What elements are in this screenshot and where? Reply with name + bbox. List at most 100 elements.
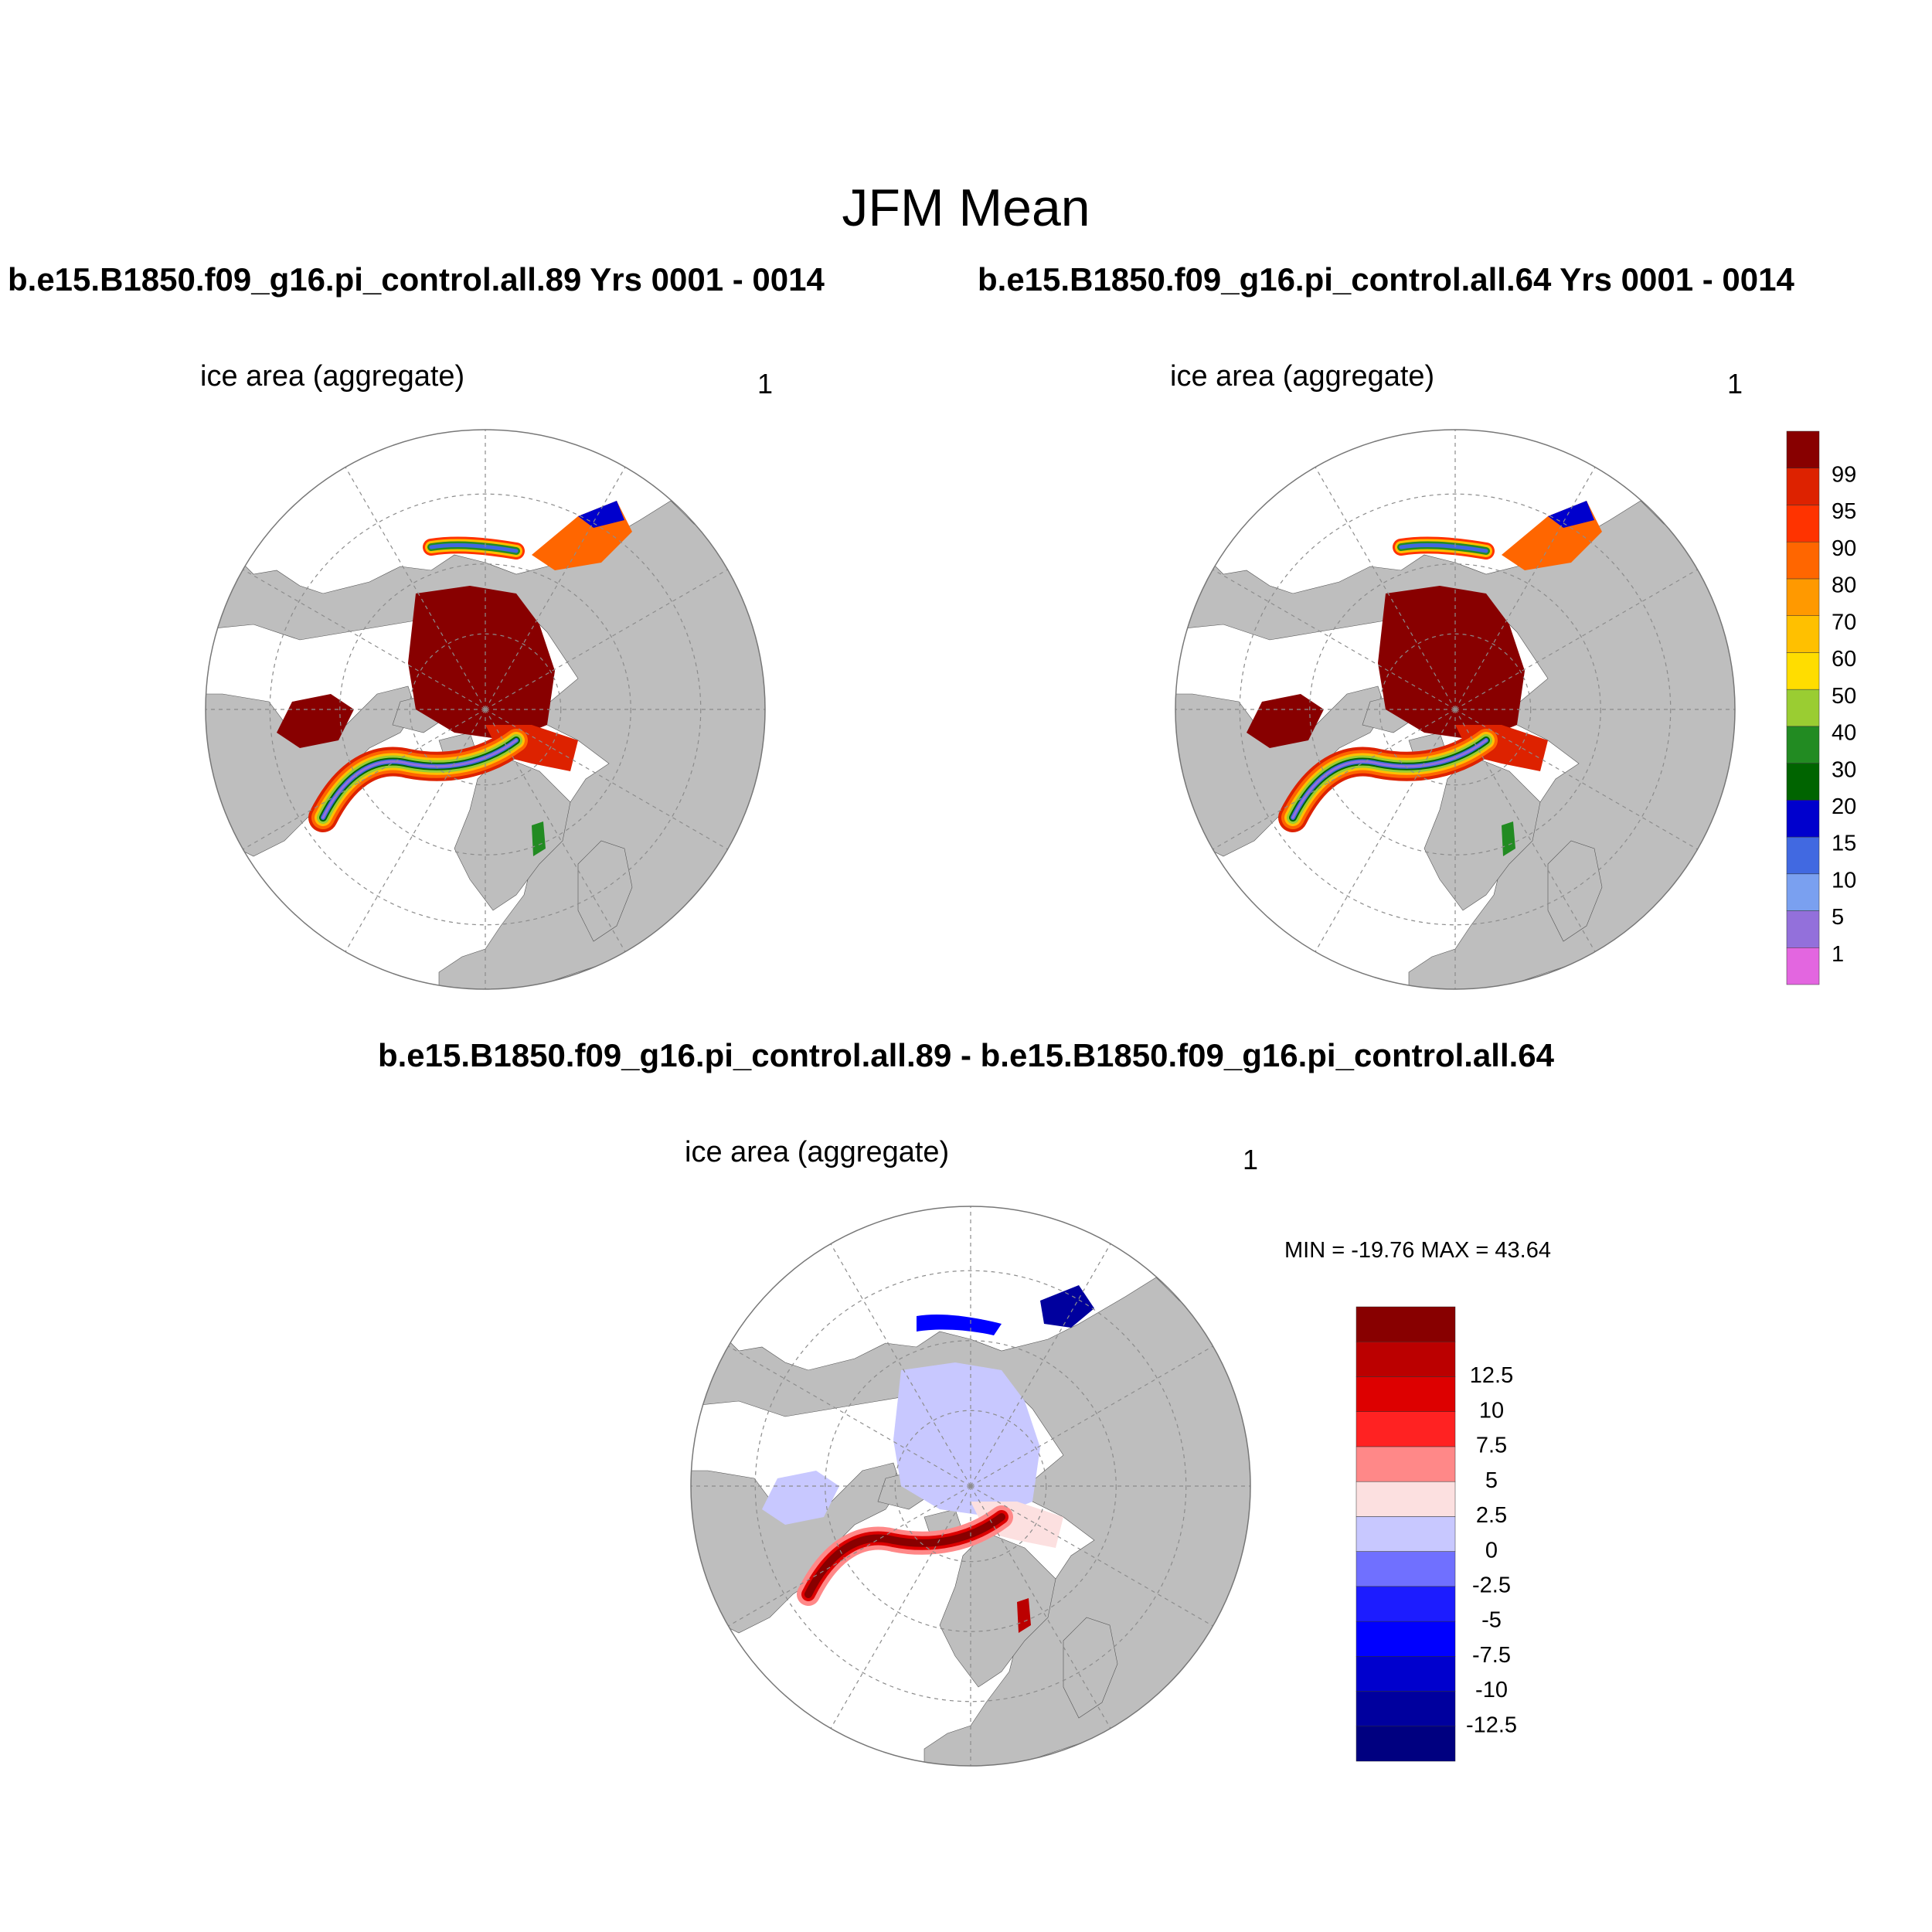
diff-meridian-10	[970, 1243, 1111, 1487]
abs-colorbar-box-12	[1786, 505, 1820, 543]
abs-colorbar-box-10	[1786, 578, 1820, 616]
diff-content	[691, 1277, 1250, 1766]
left-lat-circle-0	[409, 633, 562, 786]
left-ice-bering-3	[429, 543, 519, 553]
abs-colorbar-label-5: 30	[1832, 757, 1856, 782]
abs-colorbar-box-11	[1786, 541, 1820, 580]
abs-colorbar-label-1: 5	[1832, 905, 1844, 930]
diff-colorbar-box-6	[1355, 1516, 1456, 1552]
diff-colorbar-box-7	[1355, 1481, 1456, 1517]
right-lat-circle-2	[1239, 493, 1672, 926]
units-label-right: 1	[1727, 368, 1743, 400]
right-meridian-7	[1213, 569, 1456, 710]
right-meridian-2	[1454, 709, 1596, 952]
diff-colorbar-box-10	[1355, 1376, 1456, 1412]
left-meridian-8	[345, 467, 486, 710]
abs-colorbar-box-0	[1786, 947, 1820, 985]
abs-colorbar-label-8: 60	[1832, 647, 1856, 672]
diff-colorbar-label-4: -2.5	[1472, 1573, 1511, 1598]
diff-colorbar-label-2: -7.5	[1472, 1643, 1511, 1668]
abs-colorbar-box-3	[1786, 836, 1820, 875]
diff-colorbar-label-1: -10	[1475, 1678, 1508, 1702]
right-land-2	[1423, 755, 1541, 911]
left-meridian-5	[243, 709, 486, 850]
abs-colorbar-label-4: 20	[1832, 794, 1856, 819]
right-lat-circle-0	[1379, 633, 1532, 786]
diff-colorbar-label-7: 5	[1485, 1468, 1498, 1493]
left-border	[205, 429, 766, 990]
difference-title: b.e15.B1850.f09_g16.pi_control.all.89 - …	[377, 1037, 1555, 1073]
diff-lat-circle-0	[894, 1410, 1047, 1563]
polar-map-difference	[690, 1206, 1251, 1767]
diff-colorbar-box-0	[1355, 1726, 1456, 1762]
diff-colorbar-box-1	[1355, 1691, 1456, 1727]
left-meridian-1	[485, 709, 728, 850]
right-meridian-4	[1315, 709, 1456, 952]
polar-map-right	[1175, 429, 1736, 990]
left-meridian-4	[345, 709, 486, 952]
abs-colorbar-label-11: 90	[1832, 536, 1856, 561]
abs-colorbar-label-7: 50	[1832, 684, 1856, 709]
diff-colorbar-label-5: 0	[1485, 1538, 1498, 1563]
diff-meridian-11	[970, 1345, 1213, 1487]
left-lat-circle-2	[269, 493, 702, 926]
diff-colorbar-label-0: -12.5	[1466, 1713, 1517, 1737]
diff-gridlines	[691, 1206, 1250, 1766]
diff-land-2	[939, 1532, 1056, 1688]
variable-label-right: ice area (aggregate)	[1170, 360, 1435, 393]
right-meridian-10	[1454, 467, 1596, 710]
diff-lat-circle-1	[825, 1340, 1117, 1632]
diff-lat-circle-2	[754, 1270, 1187, 1702]
left-meridian-7	[243, 569, 486, 710]
abs-colorbar-box-1	[1786, 910, 1820, 948]
diff-colorbar-label-8: 7.5	[1476, 1434, 1507, 1458]
case-title-left: b.e15.B1850.f09_g16.pi_control.all.89 Yr…	[8, 261, 825, 298]
left-meridian-10	[485, 467, 626, 710]
right-ice-hudson	[1247, 694, 1324, 748]
diff-colorbar-box-11	[1355, 1341, 1456, 1377]
abs-colorbar-box-7	[1786, 689, 1820, 727]
diff-land-5	[1063, 1617, 1118, 1719]
right-ice-baltic	[1502, 821, 1515, 856]
abs-colorbar-label-13: 99	[1832, 462, 1856, 487]
abs-colorbar-label-9: 70	[1832, 610, 1856, 634]
left-lat-circle-1	[339, 563, 631, 855]
diff-colorbar-label-3: -5	[1481, 1608, 1502, 1633]
abs-colorbar-box-14	[1786, 430, 1820, 468]
diff-colorbar-box-9	[1355, 1411, 1456, 1447]
units-label-diff: 1	[1243, 1144, 1259, 1175]
abs-colorbar-box-9	[1786, 615, 1820, 653]
polar-map-left	[205, 429, 766, 990]
abs-colorbar-label-2: 10	[1832, 868, 1856, 893]
diff-border	[690, 1206, 1251, 1767]
abs-colorbar-box-2	[1786, 873, 1820, 911]
variable-label-diff: ice area (aggregate)	[685, 1136, 950, 1168]
abs-colorbar-label-3: 15	[1832, 832, 1856, 856]
right-land-5	[1547, 840, 1603, 942]
abs-colorbar-box-13	[1786, 468, 1820, 505]
left-ice-hudson	[277, 694, 354, 748]
right-lat-circle-1	[1309, 563, 1601, 855]
right-ice-core	[1378, 586, 1525, 740]
left-meridian-2	[485, 709, 626, 952]
left-land-2	[454, 755, 571, 911]
abs-colorbar-label-0: 1	[1832, 942, 1844, 967]
diff-meridian-4	[830, 1485, 971, 1729]
right-gridlines	[1175, 430, 1735, 989]
abs-colorbar-label-6: 40	[1832, 721, 1856, 746]
diff-diff-core	[893, 1362, 1040, 1517]
diff-colorbar-box-12	[1355, 1306, 1456, 1342]
abs-colorbar-label-12: 95	[1832, 499, 1856, 524]
right-border	[1175, 429, 1736, 990]
right-meridian-11	[1454, 569, 1698, 710]
diff-meridian-2	[970, 1485, 1111, 1729]
case-title-right: b.e15.B1850.f09_g16.pi_control.all.64 Yr…	[978, 261, 1794, 298]
units-label-left: 1	[757, 368, 774, 400]
abs-colorbar-box-6	[1786, 726, 1820, 764]
right-meridian-1	[1454, 709, 1698, 850]
diff-colorbar-box-5	[1355, 1551, 1456, 1587]
diff-meridian-5	[728, 1485, 971, 1627]
abs-colorbar-label-10: 80	[1832, 573, 1856, 598]
